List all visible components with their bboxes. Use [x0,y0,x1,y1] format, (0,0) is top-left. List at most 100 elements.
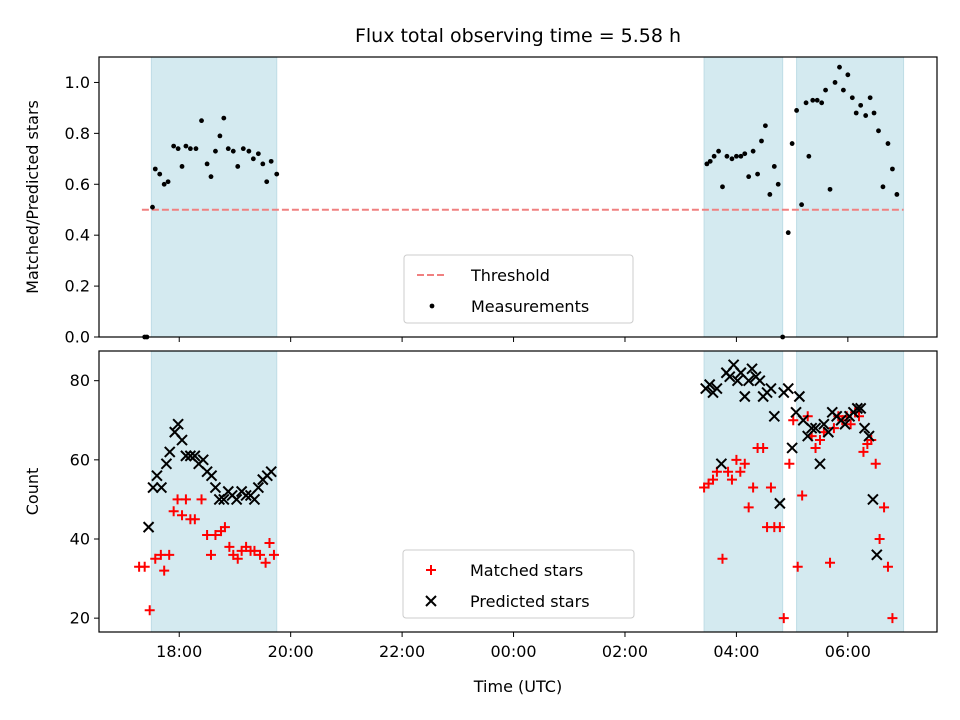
measurement-point [799,202,805,208]
measurement-point [264,179,270,185]
matched-star-point [232,553,243,564]
predicted-star-point [742,374,755,387]
measurement-point [849,95,855,101]
y-tick-label: 1.0 [65,73,90,92]
predicted-star-point [715,458,728,470]
y-tick-label: 0.8 [65,124,90,143]
matched-star-point [726,474,737,485]
measurement-point [193,146,199,152]
measurement-point [250,156,256,162]
matched-star-point [778,613,789,624]
measurement-point [762,123,768,129]
predicted-star-point [172,418,184,430]
measurement-point [707,158,713,164]
measurement-point [819,100,825,106]
y-tick-label: 60 [70,450,90,469]
predicted-star-point [858,422,871,434]
y-tick-label: 0.4 [65,226,90,245]
axes-frame [98,56,938,338]
measurement-point [880,184,886,190]
x-tick-label: 20:00 [268,642,314,661]
measurement-point [746,174,752,180]
matched-star-point [765,482,776,493]
observing-window [150,350,278,633]
measurement-point [157,171,163,177]
x-axis-label: Time (UTC) [473,677,562,696]
legend-label: Predicted stars [470,592,590,611]
observing-window [796,350,905,633]
predicted-star-point [252,481,265,494]
predicted-star-point [814,458,826,470]
measurement-point [894,192,900,197]
measurement-point [863,113,869,118]
measurement-point [704,161,710,167]
y-axis-label: Count [23,468,42,516]
matched-star-point [774,522,785,533]
measurement-point [742,151,748,157]
measurement-point [225,146,231,152]
predicted-star-point [731,374,744,387]
measurement-point [789,141,795,146]
measurement-point [179,164,185,169]
predicted-star-point [711,382,723,395]
matched-star-point [828,423,839,434]
matched-star-point [870,458,881,469]
measurement-point [221,115,227,121]
x-tick-label: 22:00 [379,642,425,661]
measurement-point [720,184,725,190]
predicted-star-point [703,378,716,391]
predicted-star-point [209,481,222,494]
predicted-star-point [765,382,777,395]
matched-star-point [866,435,877,446]
legend-label: Matched stars [470,561,583,580]
matched-star-point [202,530,213,541]
predicted-star-point [774,497,786,510]
matched-star-point [164,549,175,560]
matched-star-point [723,466,734,477]
predicted-star-point [782,382,794,395]
predicted-star-point [739,390,751,403]
legend-box [403,254,634,324]
matched-star-point [264,537,275,548]
observing-window [150,56,278,338]
predicted-star-point [248,493,261,506]
matched-star-point [758,442,769,453]
predicted-star-point [240,489,252,502]
chart-title: Flux total observing time = 5.58 h [355,25,681,47]
measurement-point [858,102,864,108]
matched-star-point [879,502,890,513]
matched-star-point [731,454,742,465]
y-tick-label: 40 [70,529,90,548]
x-tick-label: 04:00 [713,642,759,661]
measurement-point [785,230,791,236]
measurement-point [150,204,155,210]
measurement-point [832,80,838,85]
matched-star-point [717,553,728,564]
predicted-star-point [871,549,883,561]
measurement-point [199,118,204,124]
predicted-star-point [142,521,155,533]
matched-star-point [172,494,183,505]
matched-star-point [858,446,869,457]
predicted-star-point [265,466,277,478]
measurement-point [734,153,739,159]
measurement-point [759,138,764,144]
measurement-point [803,100,809,106]
predicted-star-point [793,390,806,403]
matched-star-point [255,549,266,560]
measurement-point [213,148,218,154]
measurement-point [152,166,158,172]
legend: Matched stars Predicted stars [402,549,635,619]
predicted-star-point [425,595,437,607]
matched-star-point [159,565,170,576]
measurement-point [750,148,756,154]
matched-star-point [150,553,161,564]
matched-star-point [205,549,216,560]
measurement-point [775,181,781,187]
series-predicted-stars [142,359,883,561]
predicted-star-point [230,493,243,506]
predicted-star-point [189,450,201,462]
ratio-panel: 0.0 0.2 0.4 0.6 0.8 1.0 Matched/Predicted star… [23,56,938,347]
y-tick-label: 20 [70,609,90,628]
predicted-star-point [197,454,209,466]
